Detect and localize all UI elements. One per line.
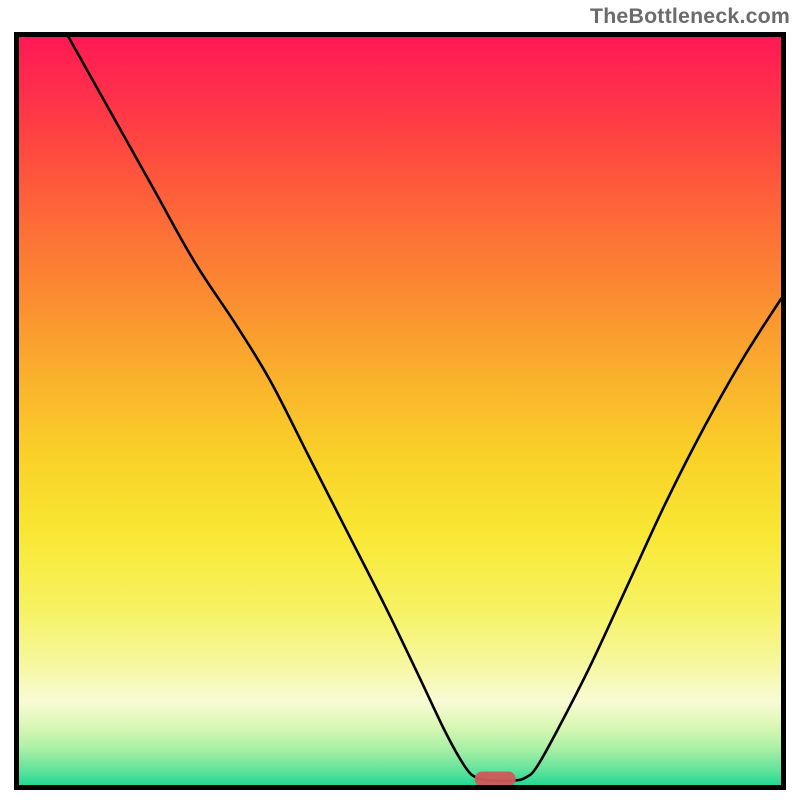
plot-frame bbox=[14, 32, 786, 790]
watermark-text: TheBottleneck.com bbox=[590, 4, 790, 29]
optimal-marker bbox=[19, 37, 781, 785]
chart-container: TheBottleneck.com bbox=[0, 0, 800, 800]
plot-area bbox=[19, 37, 781, 785]
